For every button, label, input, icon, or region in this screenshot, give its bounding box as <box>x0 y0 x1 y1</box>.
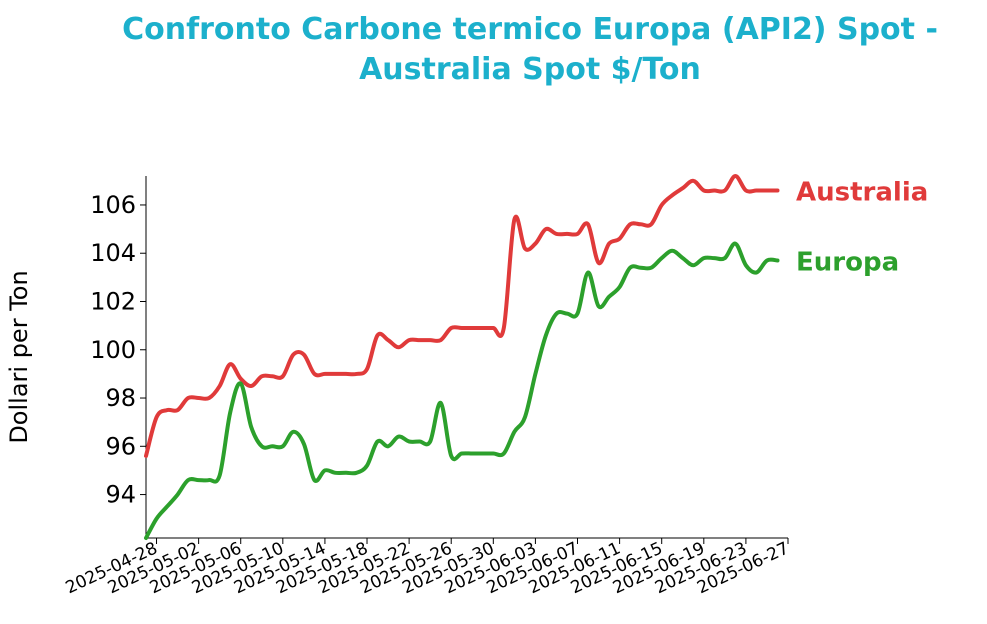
series-line-europa <box>144 241 780 540</box>
y-tick-label: 104 <box>90 239 136 267</box>
y-tick-label: 106 <box>90 191 136 219</box>
y-tick-label: 94 <box>105 481 136 509</box>
chart-title-line-1: Confronto Carbone termico Europa (API2) … <box>122 12 938 47</box>
y-tick-label: 98 <box>105 384 136 412</box>
chart-title-line-2: Australia Spot $/Ton <box>359 52 701 87</box>
series-lines <box>144 174 780 540</box>
series-label-australia: Australia <box>796 177 928 207</box>
series-label-europa: Europa <box>796 247 899 277</box>
y-tick-label: 100 <box>90 336 136 364</box>
chart-title: Confronto Carbone termico Europa (API2) … <box>70 10 987 90</box>
y-tick-label: 96 <box>105 432 136 460</box>
y-axis-label: Dollari per Ton <box>5 270 33 443</box>
series-labels: Australia Europa <box>796 177 928 277</box>
series-line-australia <box>144 174 780 458</box>
axes: 9496981001021041062025-04-282025-05-0220… <box>63 176 792 598</box>
y-tick-label: 102 <box>90 287 136 315</box>
